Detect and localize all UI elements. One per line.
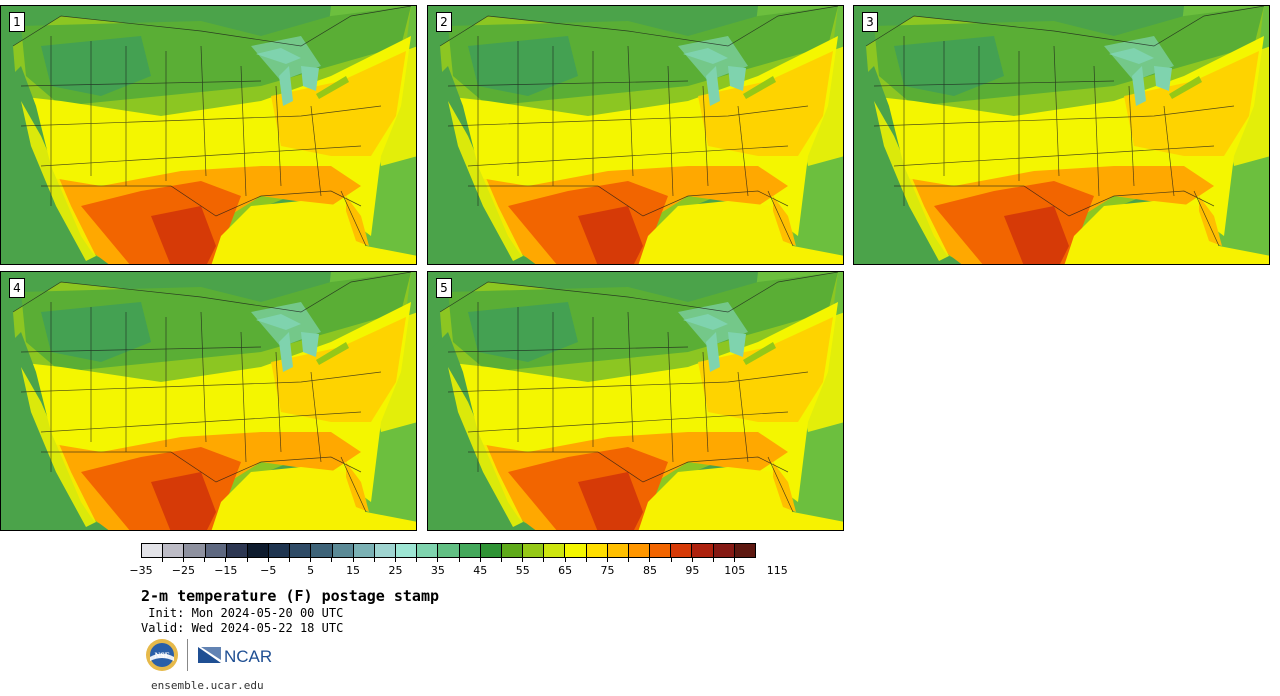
colorbar-tick	[225, 558, 227, 562]
colorbar-tick-label: 75	[600, 564, 615, 577]
map-panel-1: 1	[0, 5, 417, 265]
colorbar-tick	[204, 558, 206, 562]
map-panel-3: 3	[853, 5, 1270, 265]
colorbar-tick	[734, 558, 736, 562]
colorbar-swatch	[417, 544, 439, 557]
colorbar-tick-label: −15	[214, 564, 238, 577]
colorbar-swatch	[459, 544, 481, 557]
colorbar-tick	[161, 558, 163, 562]
colorbar-tick-label: −5	[260, 564, 277, 577]
colorbar-swatch	[523, 544, 545, 557]
colorbar-swatch	[374, 544, 397, 557]
map-panel-4: 4	[0, 271, 417, 531]
ncar-logo-icon: NCAR	[198, 647, 272, 666]
temperature-map	[1, 6, 416, 264]
colorbar-tick	[585, 558, 587, 562]
colorbar-tick-label: 5	[307, 564, 315, 577]
site-url: ensemble.ucar.edu	[151, 679, 264, 692]
chart-title: 2-m temperature (F) postage stamp	[141, 587, 440, 605]
colorbar-swatch	[226, 544, 248, 557]
temperature-map	[854, 6, 1269, 264]
colorbar-swatch	[607, 544, 629, 557]
colorbar-swatch	[565, 544, 587, 557]
colorbar-tick	[564, 558, 566, 562]
colorbar-swatch	[438, 544, 460, 557]
colorbar-tick	[288, 558, 290, 562]
colorbar-swatch	[269, 544, 291, 557]
colorbar-swatch	[692, 544, 714, 557]
colorbar-tick	[310, 558, 312, 562]
map-panel-5: 5	[427, 271, 844, 531]
valid-time: Valid: Wed 2024-05-22 18 UTC	[141, 621, 344, 635]
colorbar-tick	[437, 558, 439, 562]
colorbar-swatch	[332, 544, 354, 557]
colorbar-tick-label: 95	[685, 564, 700, 577]
logo-divider	[187, 639, 188, 671]
colorbar-tick	[458, 558, 460, 562]
panel-number: 5	[436, 278, 452, 298]
colorbar-tick-label: −35	[129, 564, 153, 577]
colorbar-tick	[394, 558, 396, 562]
colorbar-tick	[543, 558, 545, 562]
colorbar-tick	[331, 558, 333, 562]
colorbar-swatch	[586, 544, 608, 557]
colorbar-swatch	[544, 544, 566, 557]
colorbar-tick-label: 55	[515, 564, 530, 577]
panel-number: 3	[862, 12, 878, 32]
colorbar-tick-label: 65	[558, 564, 573, 577]
colorbar-tick	[246, 558, 248, 562]
colorbar-tick	[267, 558, 269, 562]
nsf-logo-icon: NSF	[146, 639, 178, 671]
colorbar-tick	[670, 558, 672, 562]
svg-text:NSF: NSF	[154, 651, 169, 660]
colorbar-tick-label: 85	[642, 564, 657, 577]
map-panel-2: 2	[427, 5, 844, 265]
colorbar-swatch	[734, 544, 755, 557]
colorbar-tick-label: 15	[346, 564, 361, 577]
panel-number: 1	[9, 12, 25, 32]
colorbar-swatch	[501, 544, 524, 557]
panel-number: 4	[9, 278, 25, 298]
colorbar-tick-label: 25	[388, 564, 403, 577]
colorbar-swatch	[353, 544, 375, 557]
colorbar-tick-label: −25	[171, 564, 196, 577]
colorbar-tick	[691, 558, 693, 562]
colorbar-swatch	[671, 544, 693, 557]
colorbar-swatch	[396, 544, 418, 557]
colorbar-tick	[501, 558, 503, 562]
colorbar-tick-label: 105	[724, 564, 746, 577]
colorbar-ticks: −35 −25 −15 −5 5 15 25 35 45 55 65 75 85 95 105 115	[129, 558, 788, 580]
colorbar-swatch	[628, 544, 651, 557]
colorbar-swatch	[184, 544, 206, 557]
colorbar-tick	[479, 558, 481, 562]
colorbar-swatch	[142, 544, 164, 557]
colorbar-swatch	[163, 544, 185, 557]
colorbar-swatch	[290, 544, 312, 557]
colorbar-tick-label: 45	[473, 564, 488, 577]
colorbar-swatch	[247, 544, 270, 557]
colorbar-swatch	[650, 544, 672, 557]
init-time: Init: Mon 2024-05-20 00 UTC	[141, 606, 344, 620]
temperature-map	[428, 272, 843, 530]
colorbar-tick-label: 115	[766, 564, 788, 577]
colorbar-tick	[649, 558, 651, 562]
svg-text:NCAR: NCAR	[224, 647, 272, 666]
colorbar-tick-label: 35	[430, 564, 445, 577]
temperature-map	[1, 272, 416, 530]
colorbar-tick	[416, 558, 418, 562]
colorbar-swatch	[713, 544, 735, 557]
colorbar-tick	[373, 558, 375, 562]
colorbar-swatch	[480, 544, 502, 557]
panel-number: 2	[436, 12, 452, 32]
temperature-map	[428, 6, 843, 264]
colorbar-tick	[182, 558, 184, 562]
colorbar	[141, 543, 756, 558]
colorbar-swatch	[205, 544, 227, 557]
colorbar-tick	[522, 558, 524, 562]
colorbar-tick	[628, 558, 630, 562]
colorbar-tick	[607, 558, 609, 562]
colorbar-tick	[713, 558, 715, 562]
colorbar-tick	[352, 558, 354, 562]
colorbar-swatch	[311, 544, 333, 557]
